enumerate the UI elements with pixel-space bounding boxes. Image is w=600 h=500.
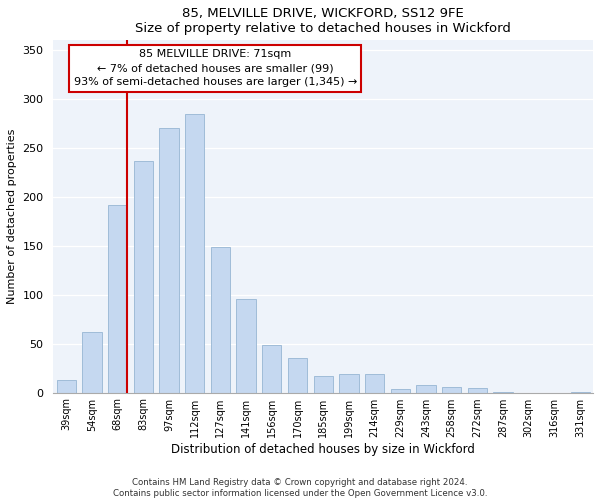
Bar: [288, 358, 307, 392]
Bar: [442, 387, 461, 392]
Text: 85 MELVILLE DRIVE: 71sqm
← 7% of detached houses are smaller (99)
93% of semi-de: 85 MELVILLE DRIVE: 71sqm ← 7% of detache…: [74, 49, 357, 87]
Bar: [160, 128, 179, 392]
Bar: [82, 332, 101, 392]
Bar: [391, 388, 410, 392]
Bar: [262, 344, 281, 393]
Title: 85, MELVILLE DRIVE, WICKFORD, SS12 9FE
Size of property relative to detached hou: 85, MELVILLE DRIVE, WICKFORD, SS12 9FE S…: [135, 7, 511, 35]
Y-axis label: Number of detached properties: Number of detached properties: [7, 129, 17, 304]
Bar: [236, 298, 256, 392]
Bar: [416, 385, 436, 392]
Bar: [468, 388, 487, 392]
Bar: [56, 380, 76, 392]
Bar: [108, 204, 127, 392]
Bar: [134, 160, 153, 392]
Bar: [339, 374, 359, 392]
Bar: [314, 376, 333, 392]
X-axis label: Distribution of detached houses by size in Wickford: Distribution of detached houses by size …: [171, 442, 475, 456]
Bar: [365, 374, 384, 392]
Text: Contains HM Land Registry data © Crown copyright and database right 2024.
Contai: Contains HM Land Registry data © Crown c…: [113, 478, 487, 498]
Bar: [185, 114, 205, 392]
Bar: [211, 247, 230, 392]
